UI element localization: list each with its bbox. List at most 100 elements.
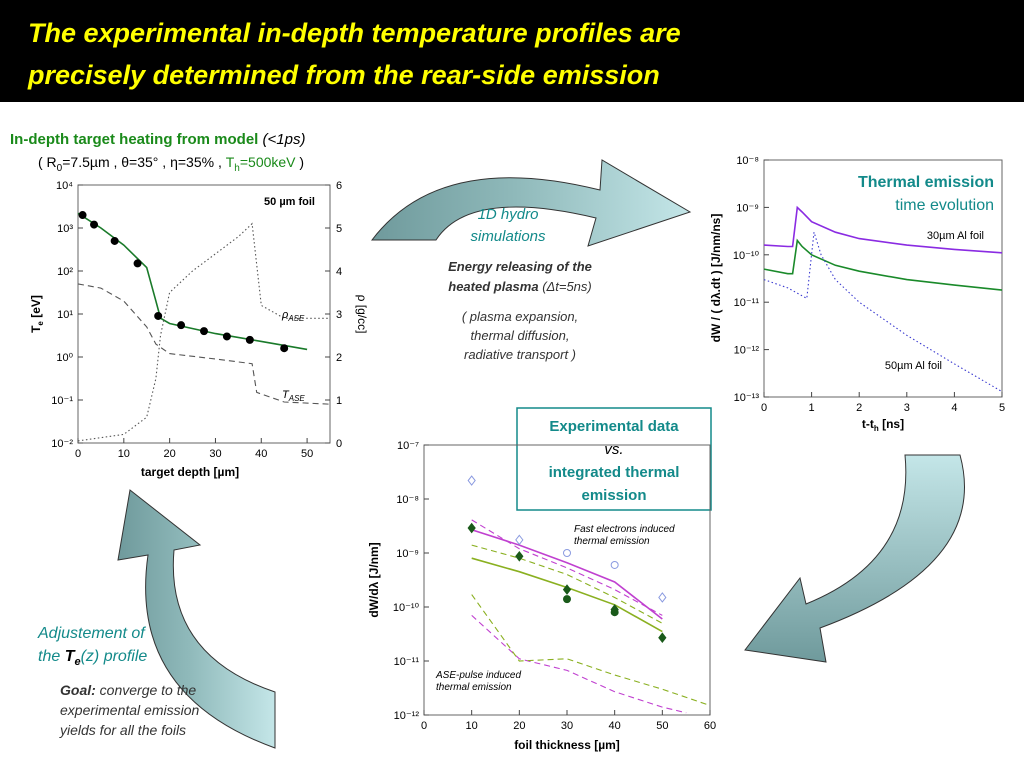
energy-part: (Δt=5ns) (542, 279, 592, 294)
x-tick-label: 0 (761, 402, 767, 414)
y-tick-label: 10⁴ (56, 180, 73, 192)
label-part: ASE (288, 394, 306, 403)
comparison-box (516, 407, 712, 511)
param: T (226, 154, 235, 170)
param: =500keV (240, 154, 296, 170)
annotation: 30µm Al foil (927, 230, 984, 242)
label-part: ASE (287, 314, 305, 323)
label-part: T (29, 325, 43, 333)
x-axis-label: target depth [µm] (141, 465, 239, 479)
comparison-text: Experimental data (549, 418, 679, 435)
x-tick-label: 4 (951, 402, 957, 414)
comparison-text: integrated thermal (549, 464, 680, 481)
adjust-text: the Te(z) profile (38, 648, 147, 668)
label-part: Fast electrons induced (574, 524, 675, 535)
marker (515, 534, 524, 546)
label-part: thermal emission (436, 682, 512, 693)
goal-part: converge to the (96, 682, 197, 698)
adjust-part: (z) profile (81, 648, 148, 665)
y-tick-label: 10¹ (57, 309, 73, 321)
marker (610, 560, 619, 569)
x-tick-label: 5 (999, 402, 1005, 414)
x-tick-label: 10 (118, 448, 130, 460)
label-part: t-t (862, 417, 874, 431)
marker (563, 549, 571, 557)
marker (515, 550, 524, 562)
series-line (763, 238, 1003, 291)
marker (467, 475, 476, 486)
series-line (471, 528, 663, 620)
y-tick-label: 10⁻⁷ (397, 440, 419, 452)
marker (133, 259, 142, 268)
series-line (763, 205, 1003, 254)
param: ( R (38, 154, 57, 170)
y2-tick-label: 3 (336, 309, 342, 321)
energy-text: Energy releasing of the (448, 259, 592, 274)
series-line (77, 283, 331, 405)
transport-text: ( plasma expansion, (462, 309, 578, 324)
plot-frame (763, 159, 1003, 398)
marker (177, 321, 186, 330)
x-tick-label: 60 (704, 720, 716, 732)
y-tick-label: 10⁻⁹ (396, 548, 419, 560)
annotation: Fast electrons induced thermal emission (574, 524, 675, 547)
heading-note: (<1ps) (258, 131, 305, 148)
marker (90, 220, 99, 229)
y-tick-label: 10⁻¹³ (734, 392, 760, 404)
transport-text: radiative transport ) (464, 347, 576, 362)
marker (658, 632, 667, 644)
y-axis-label: Te [eV] (29, 295, 45, 333)
param: ) (296, 154, 305, 170)
y-tick-label: 10⁻¹¹ (734, 297, 760, 309)
label-part: ρ [g/cc] (355, 295, 369, 334)
hydro-label: 1D hydro (478, 206, 539, 223)
y2-tick-label: 2 (336, 352, 342, 364)
goal-text: yields for all the foils (59, 722, 186, 738)
annotation: ρASE (281, 309, 305, 323)
series-line (471, 614, 687, 714)
y2-tick-label: 4 (336, 266, 342, 278)
series-line (77, 212, 308, 351)
annotation: TASE (282, 389, 305, 403)
param-sub: 0 (57, 163, 63, 174)
label-part: ASE-pulse induced (435, 670, 521, 681)
comparison-text: vs. (604, 441, 623, 458)
y-tick-label: 10⁻¹¹ (394, 656, 420, 668)
thermal-heading: Thermal emission (858, 174, 994, 191)
energy-text: heated plasma (Δt=5ns) (448, 279, 591, 294)
param: =7.5µm , θ=35° , η=35% , (62, 154, 226, 170)
label-part: 50 µm foil (264, 196, 315, 208)
adjust-text: Adjustement of (37, 625, 146, 642)
y-tick-label: 10⁻¹⁰ (733, 250, 760, 262)
arrow (370, 159, 692, 247)
y-tick-label: 10⁻⁹ (736, 202, 759, 214)
transport-text: thermal diffusion, (471, 328, 570, 343)
x-axis-label: t-th [ns] (862, 417, 904, 433)
y-tick-label: 10⁻¹⁰ (393, 602, 420, 614)
label-part: T (282, 389, 290, 401)
heading-text: In-depth target heating from model (10, 131, 258, 148)
y-axis-label: dW/dλ [J/nm] (367, 542, 381, 617)
x-tick-label: 20 (513, 720, 525, 732)
label-part: [ns] (879, 417, 904, 431)
marker (562, 584, 572, 595)
y-tick-label: 10⁻² (51, 438, 73, 450)
y-tick-label: 10² (57, 266, 73, 278)
goal-text: Goal: converge to the (60, 682, 196, 698)
x-tick-label: 30 (561, 720, 573, 732)
marker (222, 332, 231, 341)
title-line: The experimental in-depth temperature pr… (28, 18, 681, 48)
marker (245, 335, 254, 344)
title-bar (0, 0, 1024, 102)
y-tick-label: 10⁻⁸ (396, 494, 419, 506)
energy-part: heated plasma (448, 279, 542, 294)
y-tick-label: 10⁻¹² (734, 345, 760, 357)
label-part: 30µm Al foil (927, 230, 984, 242)
goal-part: Goal: (60, 682, 96, 698)
y2-tick-label: 5 (336, 223, 342, 235)
marker (467, 522, 476, 534)
y-tick-label: 10³ (57, 223, 73, 235)
annotation: 50µm Al foil (885, 360, 942, 372)
thermal-subheading: time evolution (895, 197, 994, 214)
